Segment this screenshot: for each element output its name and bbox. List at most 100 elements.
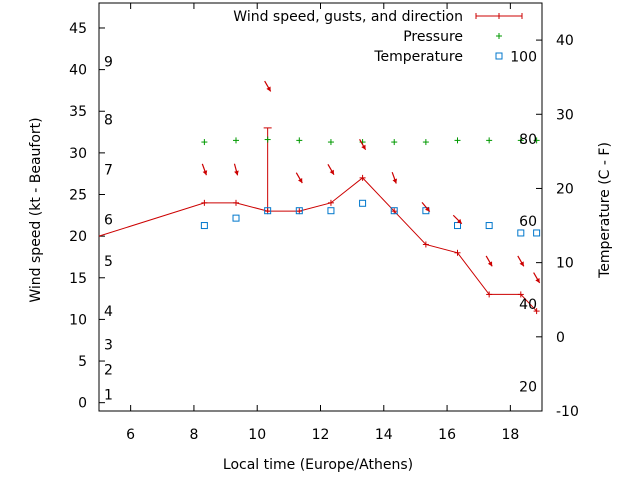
beaufort-label: 5 — [104, 254, 113, 270]
wind-direction-arrow — [327, 164, 335, 176]
y-tick-label: 45 — [69, 21, 87, 37]
plot-frame-layer — [98, 2, 543, 412]
y-tick-label: 15 — [69, 271, 87, 287]
temperature-point — [390, 207, 398, 215]
y-axis-title: Wind speed (kt - Beaufort) — [28, 117, 44, 302]
wind-direction-arrow — [452, 214, 463, 225]
temperature-point — [327, 207, 335, 215]
temperature-point — [200, 222, 208, 230]
y2-tick-label: 0 — [556, 330, 565, 346]
y2-tick-label: 10 — [556, 256, 574, 272]
x-tick-label: 14 — [375, 427, 393, 443]
wind-speed-line — [98, 177, 537, 312]
legend-label-wind: Wind speed, gusts, and direction — [233, 9, 463, 25]
pressure-point — [517, 137, 524, 144]
pressure-point — [391, 139, 398, 146]
fahrenheit-label: 80 — [519, 132, 537, 148]
x-tick-label: 8 — [189, 427, 198, 443]
ticks-layer: 6 8 10 12 14 16 18051015202530354045-100102030… — [69, 3, 579, 443]
legend: Wind speed, gusts, and direction Pressur… — [233, 9, 523, 65]
y2-tick-label: -10 — [556, 404, 579, 420]
y-tick-label: 30 — [69, 146, 87, 162]
fahrenheit-label: 40 — [519, 297, 537, 313]
fahrenheit-label: 100 — [510, 49, 537, 65]
wind-direction-arrow — [391, 172, 398, 184]
wind-speed-point — [296, 208, 303, 215]
wind-speed-point — [391, 208, 398, 215]
wind-direction-arrow — [421, 202, 431, 212]
x-tick-label: 16 — [438, 427, 456, 443]
y2-tick-label: 30 — [556, 107, 574, 123]
pressure-point — [454, 137, 461, 144]
wind-arrows-layer — [201, 80, 541, 284]
plot-frame — [98, 2, 543, 412]
wind-speed-point — [327, 199, 334, 206]
beaufort-label: 7 — [104, 163, 113, 179]
x-tick-label: 10 — [248, 427, 266, 443]
wind-speed-point — [454, 249, 461, 256]
beaufort-label: 3 — [104, 337, 113, 353]
y-tick-label: 20 — [69, 229, 87, 245]
wind-speed-point — [359, 174, 366, 181]
wind-direction-arrow — [359, 139, 367, 151]
wind-direction-arrow — [201, 163, 208, 176]
temperature-point — [359, 199, 367, 207]
series-layer — [98, 127, 541, 315]
temperature-point — [533, 229, 541, 237]
y-tick-label: 25 — [69, 188, 87, 204]
wind-direction-arrow — [264, 80, 272, 92]
temperature-point — [517, 229, 525, 237]
pressure-point — [327, 139, 334, 146]
wind-direction-arrow — [233, 163, 239, 176]
wind-speed-point — [533, 308, 540, 315]
pressure-point — [422, 139, 429, 146]
x-tick-label: 12 — [312, 427, 330, 443]
y-tick-label: 10 — [69, 312, 87, 328]
wind-speed-point — [517, 291, 524, 298]
wind-speed-point — [422, 241, 429, 248]
legend-label-temperature: Temperature — [373, 49, 463, 65]
pressure-point — [201, 139, 208, 146]
wind-direction-arrow — [517, 255, 525, 267]
fahrenheit-label: 20 — [519, 380, 537, 396]
pressure-point — [533, 137, 540, 144]
y-tick-label: 40 — [69, 63, 87, 79]
wind-speed-point — [486, 291, 493, 298]
labels-layer: 1 2 3 4 5 6 7 8 9 20 40 60 80 100 — [104, 49, 537, 403]
beaufort-label: 4 — [104, 304, 113, 320]
pressure-point — [486, 137, 493, 144]
y2-tick-label: 40 — [556, 33, 574, 49]
beaufort-label: 2 — [104, 362, 113, 378]
temperature-point — [232, 214, 240, 222]
beaufort-label: 9 — [104, 54, 113, 70]
pressure-point — [233, 137, 240, 144]
temperature-point — [295, 207, 303, 215]
wind-speed-point — [233, 199, 240, 206]
wind-direction-arrow — [533, 272, 541, 284]
y-tick-label: 35 — [69, 104, 87, 120]
beaufort-label: 6 — [104, 212, 113, 228]
wind-direction-arrow — [485, 255, 493, 267]
x-tick-label: 6 — [126, 427, 135, 443]
wind-direction-arrow — [295, 172, 303, 184]
y2-tick-label: 20 — [556, 181, 574, 197]
x-tick-label: 18 — [501, 427, 519, 443]
beaufort-label: 1 — [104, 387, 113, 403]
temperature-point — [485, 222, 493, 230]
y2-axis-title: Temperature (C - F) — [597, 142, 613, 279]
wind-speed-point — [201, 199, 208, 206]
legend-swatch-temperature — [495, 52, 503, 60]
pressure-point — [264, 136, 271, 143]
y-tick-label: 5 — [78, 354, 87, 370]
pressure-point — [296, 137, 303, 144]
y-tick-label: 0 — [78, 396, 87, 412]
fahrenheit-label: 60 — [519, 214, 537, 230]
legend-label-pressure: Pressure — [403, 29, 463, 45]
legend-swatch-wind-plus — [496, 13, 502, 19]
beaufort-label: 8 — [104, 113, 113, 129]
temperature-point — [454, 222, 462, 230]
legend-swatch-pressure — [496, 33, 502, 39]
temperature-point — [264, 207, 272, 215]
x-axis-title: Local time (Europe/Athens) — [223, 457, 413, 473]
